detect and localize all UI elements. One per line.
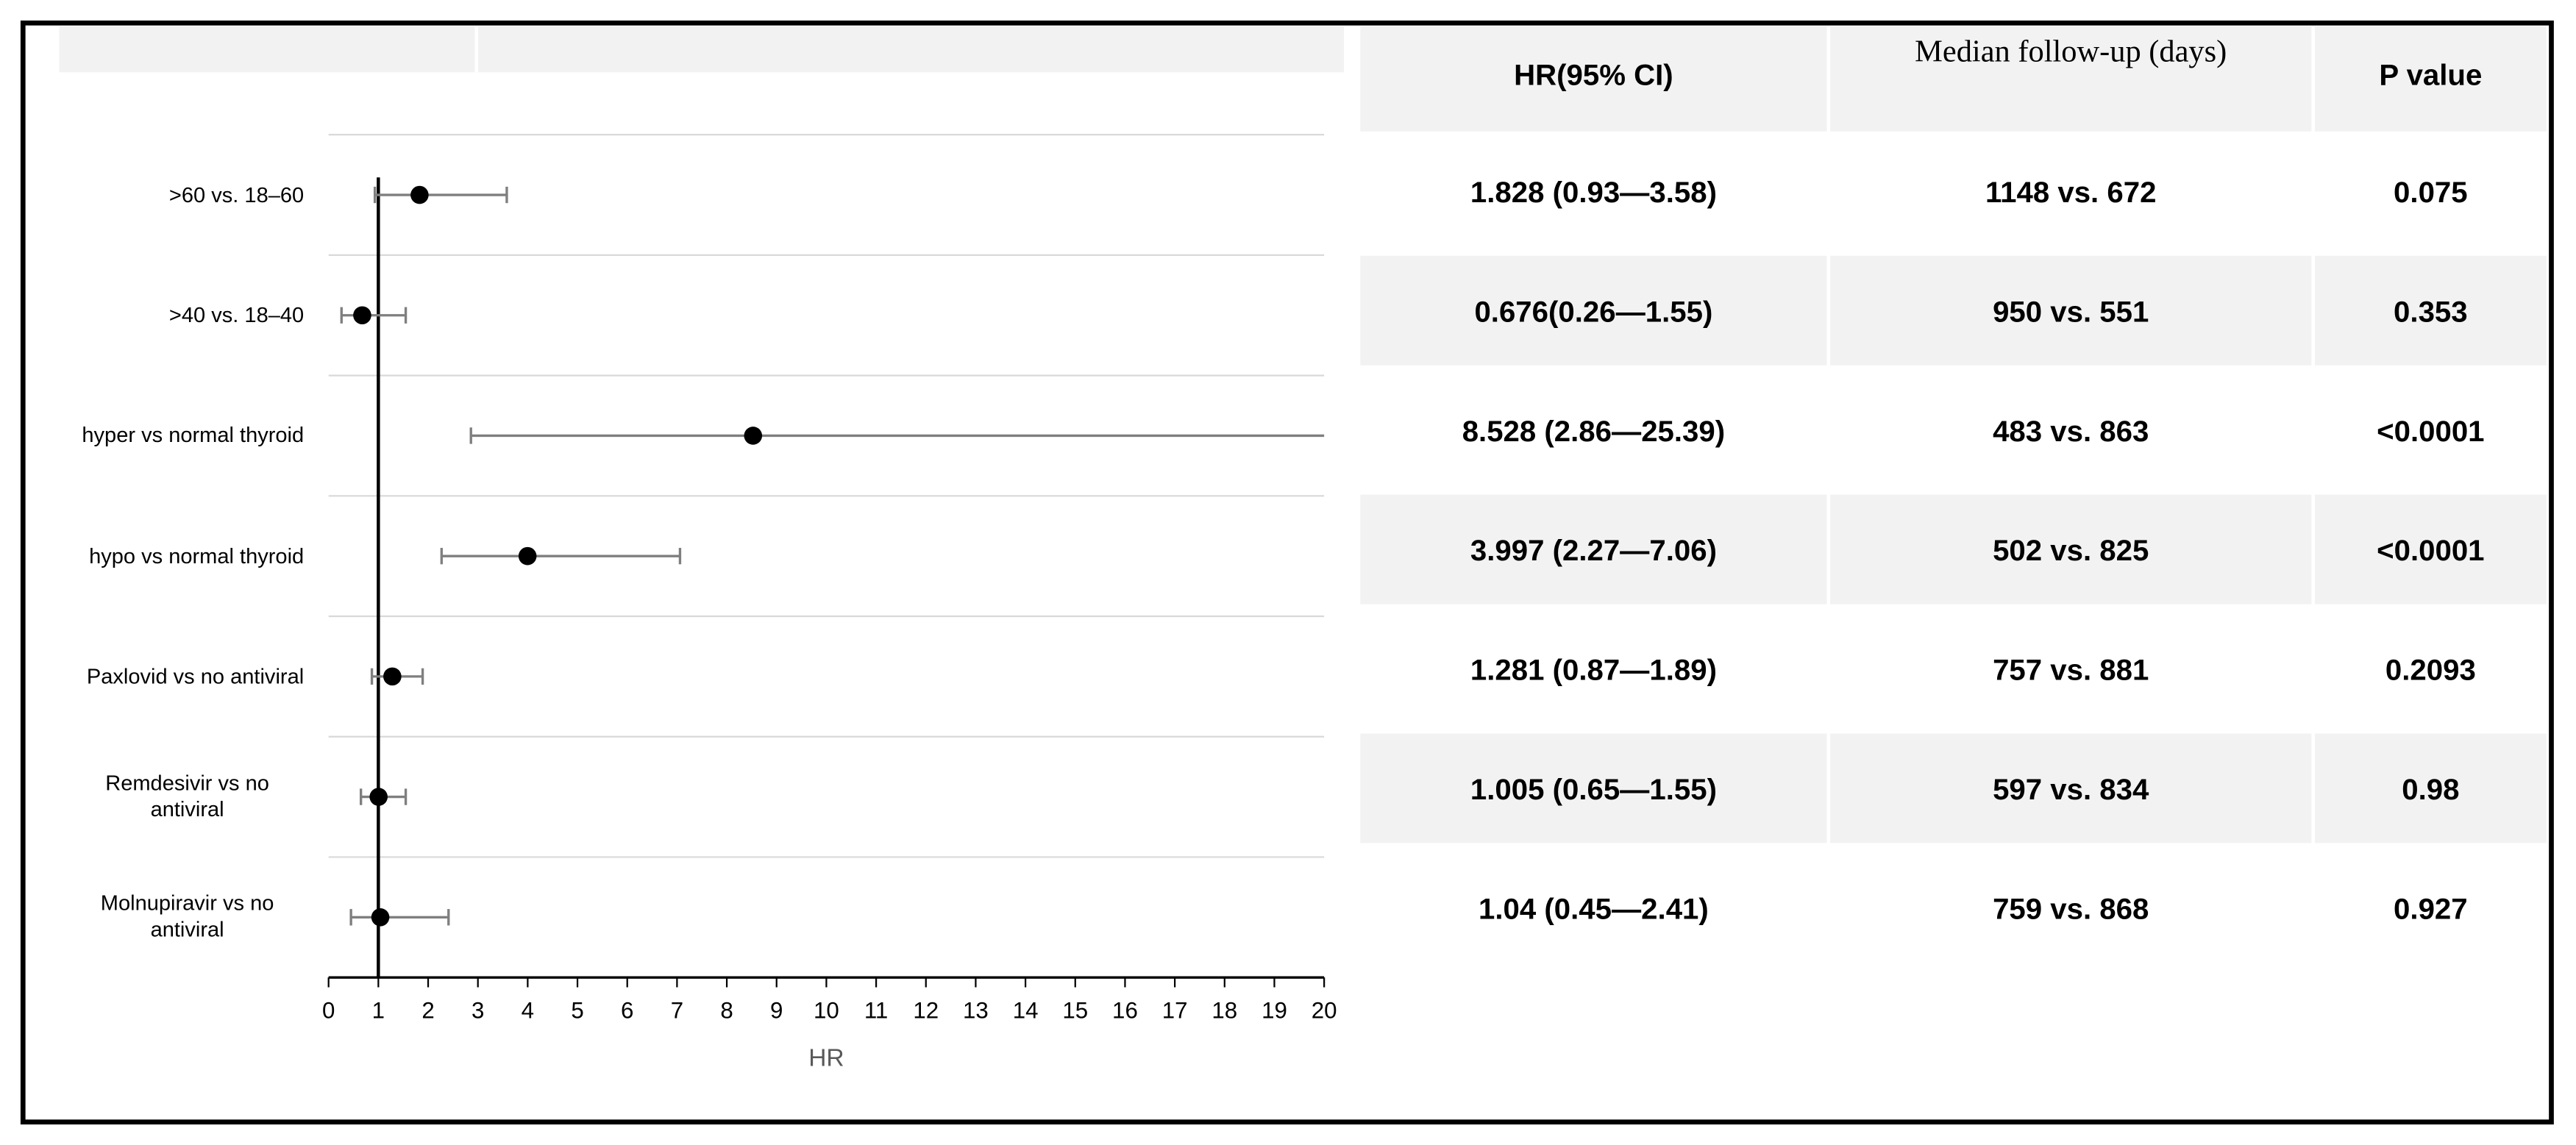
header-cell: HR(95% CI): [1514, 59, 1673, 92]
x-tick-label: 0: [322, 997, 335, 1023]
x-tick-label: 1: [372, 997, 385, 1023]
x-tick-label: 11: [864, 997, 888, 1023]
category-label: Molnupiravir vs no antiviral: [100, 891, 274, 942]
table-cell: 0.2093: [2385, 654, 2476, 687]
table-cell: 0.98: [2402, 773, 2459, 806]
header-cell: P value: [2379, 59, 2482, 92]
category-label: Paxlovid vs no antiviral: [86, 663, 305, 688]
x-tick-label: 10: [814, 997, 839, 1023]
category-label-box: Paxlovid vs no antiviral: [86, 663, 305, 688]
table-cell: 483 vs. 863: [1993, 415, 2149, 448]
point: [518, 546, 537, 566]
plot-area: [340, 185, 1325, 927]
row-bg: [1360, 733, 2547, 843]
row-bg: [1360, 255, 2547, 365]
category-label: hypo vs normal thyroid: [89, 543, 305, 568]
category-label-box: >60 vs. 18–60: [168, 182, 305, 207]
x-tick-label: 18: [1211, 997, 1237, 1023]
x-tick-label: 13: [963, 997, 989, 1023]
category-label: >40 vs. 18–40: [168, 302, 305, 327]
category-label-box: Remdesivir vs no antiviral: [105, 770, 269, 822]
header-bg: [1360, 26, 2547, 132]
point: [371, 908, 390, 927]
table-cell: 1.04 (0.45—2.41): [1479, 892, 1709, 925]
row-bg: [1360, 494, 2547, 604]
x-tick-label: 14: [1013, 997, 1039, 1023]
table-cell: 0.353: [2394, 295, 2468, 328]
table-cell: <0.0001: [2377, 534, 2484, 567]
x-axis-title: HR: [808, 1045, 844, 1072]
x-tick-label: 20: [1312, 997, 1337, 1023]
table-cell: 1148 vs. 672: [1985, 176, 2156, 209]
frame: [20, 20, 2554, 1125]
x-tick-label: 19: [1262, 997, 1287, 1023]
category-label: >60 vs. 18–60: [168, 182, 305, 207]
category-label: hyper vs normal thyroid: [82, 422, 305, 448]
point: [383, 667, 402, 686]
table-cell: 0.927: [2394, 892, 2468, 925]
category-label-box: Molnupiravir vs no antiviral: [100, 891, 274, 942]
point: [369, 788, 388, 806]
x-tick-label: 7: [671, 997, 683, 1023]
table-cell: 1.828 (0.93—3.58): [1470, 176, 1717, 209]
x-tick-label: 5: [571, 997, 583, 1023]
table-cell: 597 vs. 834: [1993, 773, 2149, 806]
top-band: [59, 26, 1344, 73]
category-label-box: >40 vs. 18–40: [168, 302, 305, 327]
category-label-box: hypo vs normal thyroid: [89, 543, 305, 568]
x-tick-label: 2: [421, 997, 434, 1023]
header-cell: Median follow-up (days): [1915, 34, 2227, 68]
x-tick-label: 12: [913, 997, 939, 1023]
category-label-box: hyper vs normal thyroid: [82, 422, 305, 448]
table-cell: 757 vs. 881: [1993, 654, 2149, 687]
point: [744, 427, 763, 445]
table-cell: 759 vs. 868: [1993, 892, 2149, 925]
table-cell: 1.005 (0.65—1.55): [1470, 773, 1717, 806]
table-cell: 502 vs. 825: [1993, 534, 2149, 567]
x-tick-label: 3: [472, 997, 484, 1023]
point: [353, 306, 371, 325]
x-tick-label: 6: [621, 997, 633, 1023]
table-cell: 950 vs. 551: [1993, 295, 2149, 328]
table-cell: 0.075: [2394, 176, 2468, 209]
point: [410, 185, 429, 204]
category-label: Remdesivir vs no antiviral: [105, 770, 269, 822]
table-cell: 1.281 (0.87—1.89): [1470, 654, 1717, 687]
table: HR(95% CI) Median follow-up (days) P value…: [1360, 26, 2547, 986]
x-tick-label: 16: [1112, 997, 1138, 1023]
table-cell: 8.528 (2.86—25.39): [1462, 415, 1725, 448]
x-tick-label: 17: [1162, 997, 1188, 1023]
x-tick-label: 8: [720, 997, 733, 1023]
table-cell: 0.676(0.26—1.55): [1474, 295, 1712, 328]
x-tick-label: 4: [522, 997, 534, 1023]
table-cell: <0.0001: [2377, 415, 2484, 448]
x-tick-label: 9: [770, 997, 783, 1023]
table-cell: 3.997 (2.27—7.06): [1470, 534, 1717, 567]
x-tick-label: 15: [1062, 997, 1088, 1023]
